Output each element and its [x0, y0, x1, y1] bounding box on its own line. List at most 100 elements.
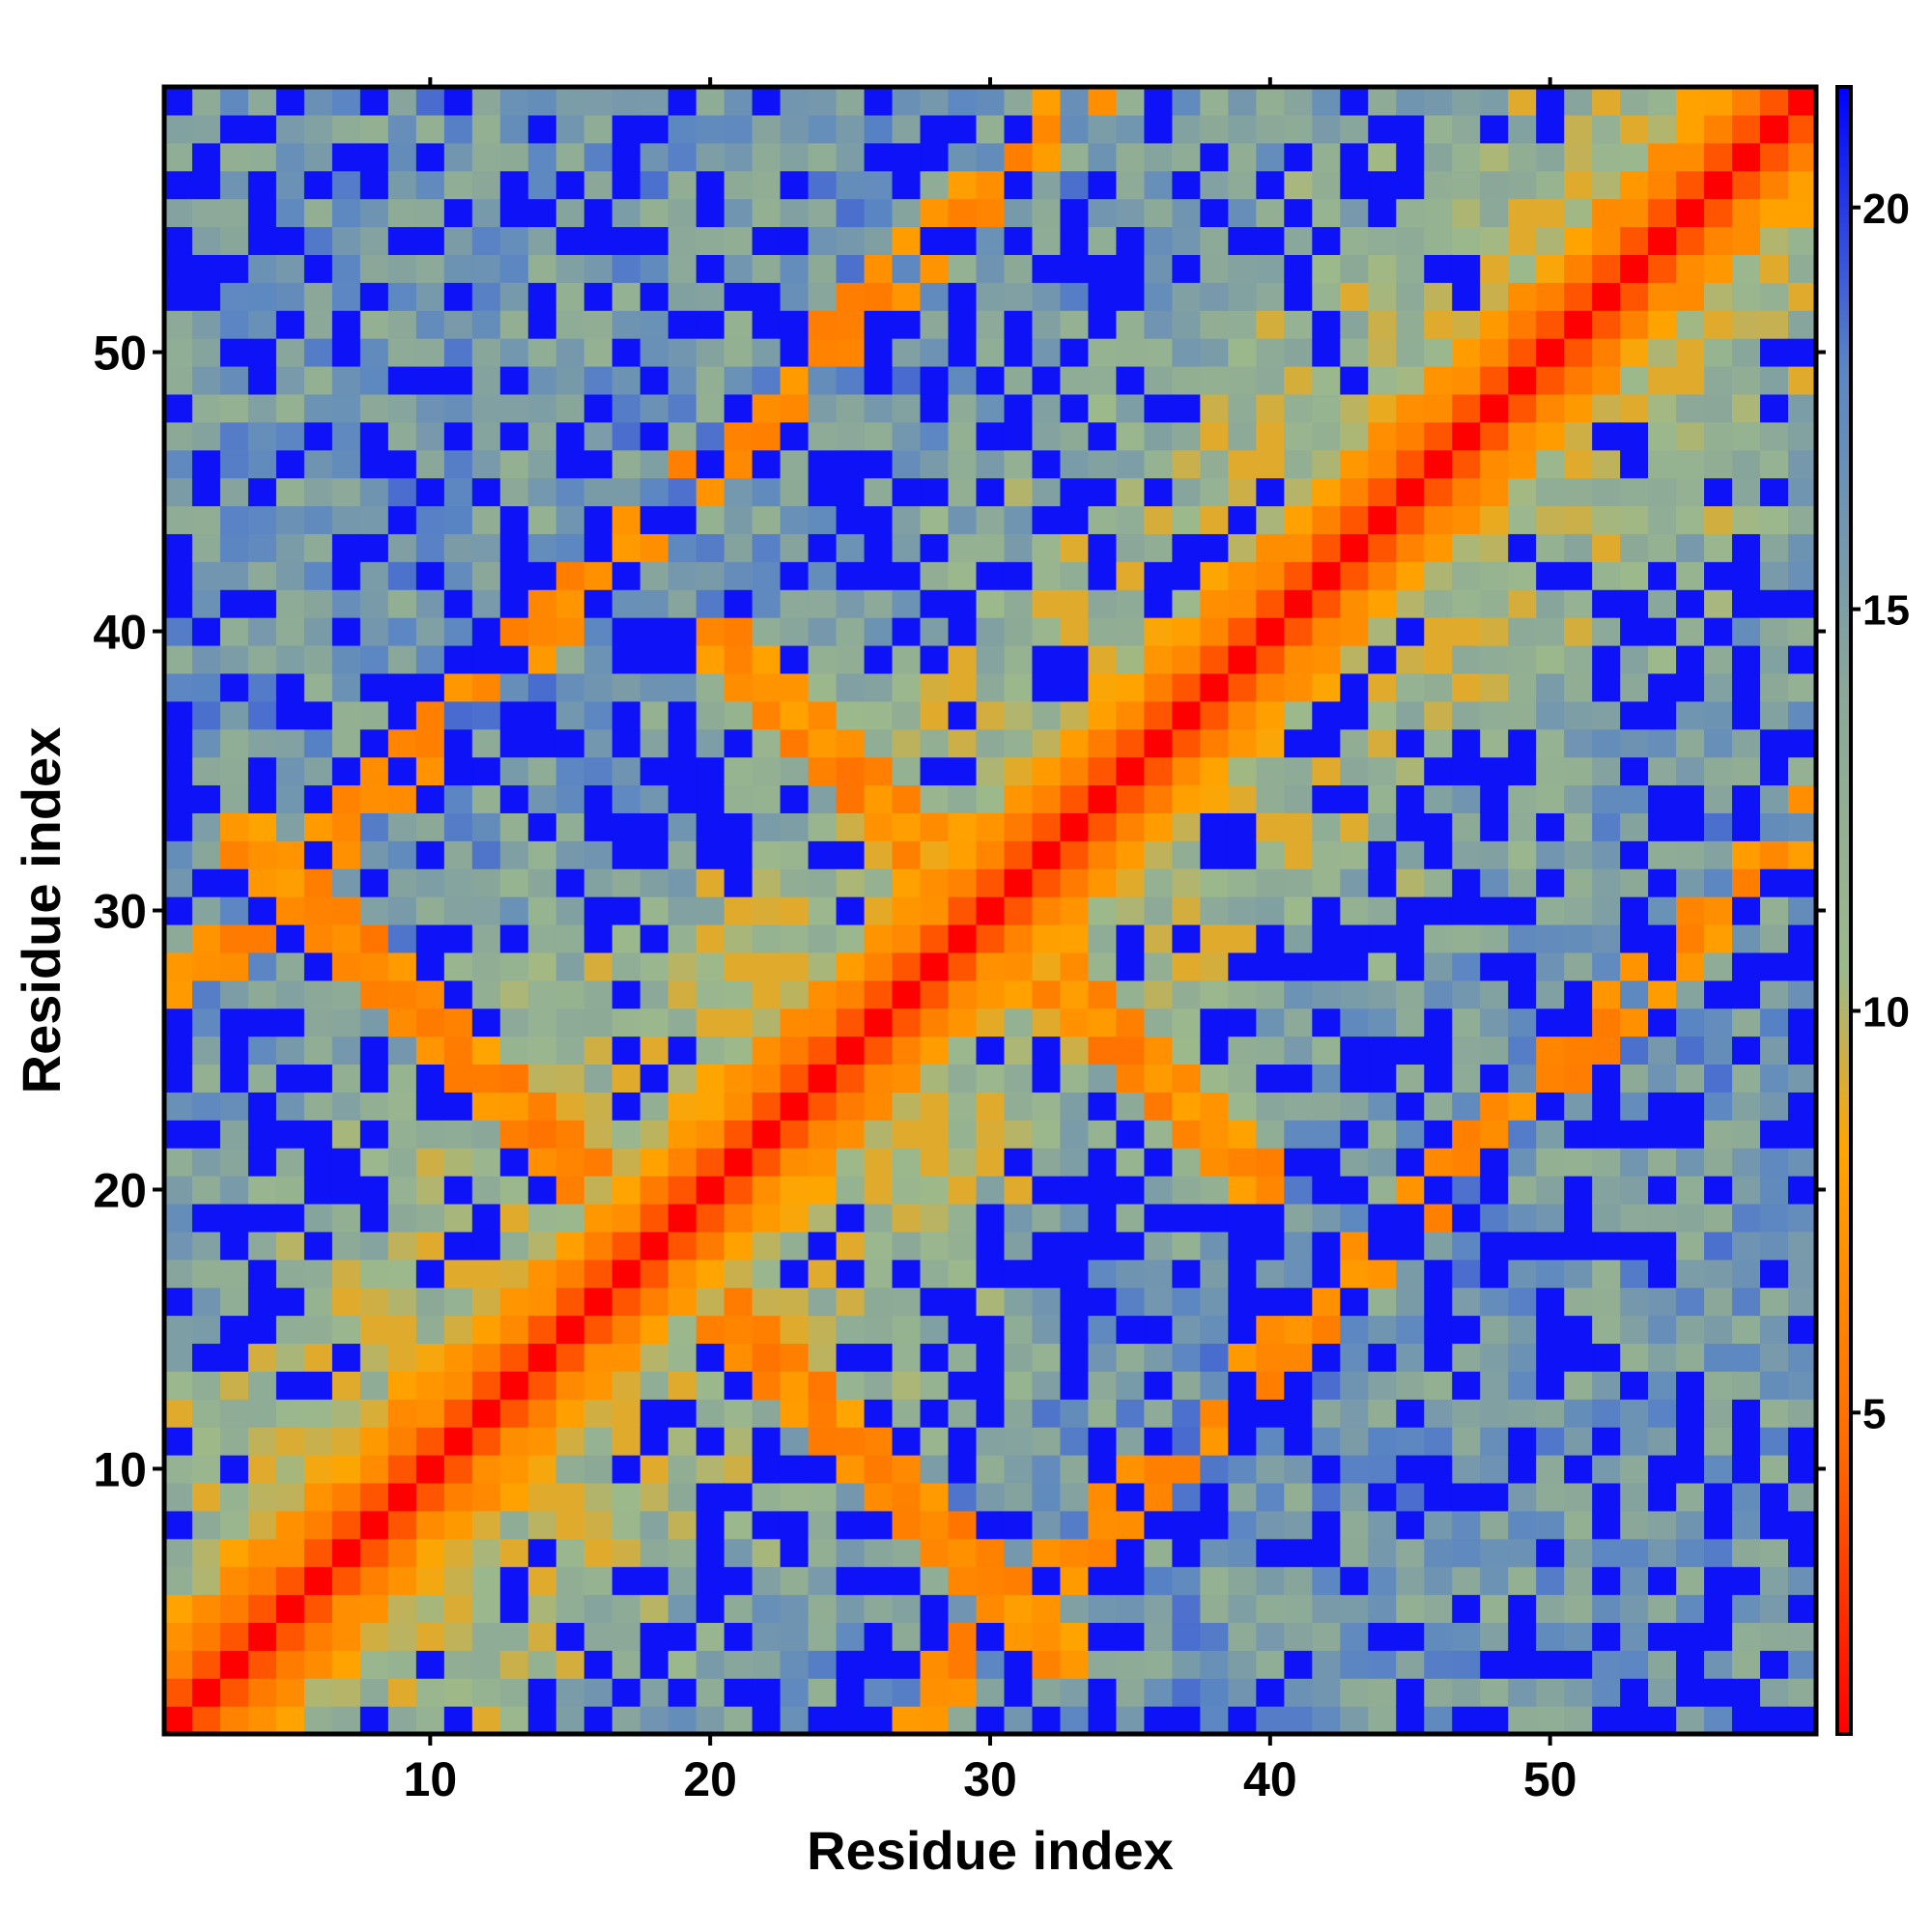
heatmap-cell: [1340, 756, 1369, 786]
heatmap-cell: [976, 589, 1006, 618]
heatmap-cell: [1788, 1482, 1817, 1512]
heatmap-cell: [443, 1231, 473, 1261]
heatmap-cell: [359, 393, 389, 423]
heatmap-cell: [1340, 1371, 1369, 1400]
heatmap-cell: [1088, 1287, 1118, 1317]
heatmap-cell: [1172, 1008, 1201, 1037]
heatmap-cell: [359, 1120, 389, 1149]
heatmap-cell: [359, 1706, 389, 1735]
heatmap-cell: [1648, 226, 1677, 255]
heatmap-cell: [668, 868, 697, 897]
heatmap-cell: [471, 1455, 501, 1484]
heatmap-cell: [1004, 393, 1034, 423]
heatmap-cell: [527, 617, 557, 646]
heatmap-cell: [1172, 1064, 1201, 1093]
heatmap-cell: [1088, 114, 1118, 144]
heatmap-cell: [836, 1427, 866, 1456]
heatmap-cell: [1676, 114, 1705, 144]
heatmap-cell: [1340, 1343, 1369, 1372]
heatmap-cell: [1620, 254, 1649, 283]
heatmap-cell: [1480, 1510, 1509, 1540]
heatmap-cell: [752, 87, 781, 116]
heatmap-cell: [892, 728, 922, 758]
heatmap-cell: [1228, 1455, 1257, 1484]
heatmap-cell: [1060, 617, 1090, 646]
heatmap-cell: [275, 87, 305, 116]
heatmap-cell: [331, 1678, 361, 1707]
heatmap-cell: [752, 1566, 781, 1596]
heatmap-cell: [976, 365, 1006, 395]
heatmap-cell: [1452, 617, 1481, 646]
heatmap-cell: [387, 1036, 417, 1065]
heatmap-cell: [1172, 1176, 1201, 1205]
heatmap-cell: [1424, 589, 1453, 618]
heatmap-cell: [1704, 1120, 1733, 1149]
heatmap-cell: [1032, 1706, 1062, 1735]
heatmap-cell: [583, 1287, 613, 1317]
heatmap-cell: [1060, 1399, 1090, 1428]
heatmap-cell: [1732, 1566, 1761, 1596]
heatmap-cells: [164, 87, 1817, 1735]
heatmap-cell: [1256, 1287, 1285, 1317]
heatmap-cell: [1396, 1064, 1425, 1093]
heatmap-cell: [1648, 533, 1677, 562]
heatmap-cell: [499, 1482, 529, 1512]
heatmap-cell: [583, 142, 613, 172]
heatmap-cell: [1452, 1176, 1481, 1205]
heatmap-cell: [724, 1259, 753, 1289]
heatmap-cell: [387, 923, 417, 953]
heatmap-cell: [219, 952, 249, 981]
heatmap-cell: [1508, 505, 1537, 534]
heatmap-cell: [1116, 365, 1145, 395]
heatmap-cell: [247, 282, 277, 311]
heatmap-cell: [1368, 1120, 1397, 1149]
heatmap-cell: [1060, 923, 1090, 953]
heatmap-cell: [696, 1399, 725, 1428]
heatmap-cell: [864, 1427, 894, 1456]
heatmap-cell: [696, 784, 725, 813]
heatmap-cell: [583, 1538, 613, 1568]
heatmap-cell: [1704, 728, 1733, 758]
heatmap-cell: [752, 1455, 781, 1484]
heatmap-cell: [275, 282, 305, 311]
heatmap-cell: [780, 505, 810, 534]
heatmap-cell: [275, 1148, 305, 1177]
heatmap-cell: [527, 868, 557, 897]
heatmap-cell: [808, 254, 838, 283]
heatmap-cell: [1424, 421, 1453, 451]
heatmap-cell: [1312, 1371, 1341, 1400]
heatmap-cell: [1284, 1538, 1313, 1568]
heatmap-cell: [555, 1120, 585, 1149]
heatmap-cell: [331, 338, 361, 367]
heatmap-cell: [892, 87, 922, 116]
heatmap-cell: [780, 1036, 810, 1065]
heatmap-cell: [527, 282, 557, 311]
heatmap-cell: [583, 533, 613, 562]
heatmap-cell: [836, 477, 866, 507]
heatmap-cell: [1228, 338, 1257, 367]
heatmap-cell: [387, 477, 417, 507]
heatmap-cell: [443, 1176, 473, 1205]
heatmap-cell: [527, 784, 557, 813]
heatmap-cell: [948, 254, 978, 283]
heatmap-cell: [1508, 1064, 1537, 1093]
heatmap-cell: [1620, 1510, 1649, 1540]
heatmap-cell: [219, 533, 249, 562]
heatmap-cell: [1144, 561, 1173, 590]
heatmap-cell: [499, 700, 529, 730]
heatmap-cell: [247, 1371, 277, 1400]
heatmap-cell: [1620, 1092, 1649, 1121]
heatmap-cell: [611, 1064, 641, 1093]
heatmap-cell: [1424, 254, 1453, 283]
heatmap-cell: [1788, 756, 1817, 786]
heatmap-cell: [1480, 1427, 1509, 1456]
heatmap-cell: [583, 1399, 613, 1428]
heatmap-cell: [696, 1231, 725, 1261]
heatmap-cell: [696, 87, 725, 116]
heatmap-cell: [1424, 728, 1453, 758]
heatmap-cell: [668, 254, 697, 283]
heatmap-cell: [555, 87, 585, 116]
heatmap-cell: [1256, 142, 1285, 172]
heatmap-cell: [1060, 198, 1090, 228]
heatmap-cell: [1396, 980, 1425, 1009]
